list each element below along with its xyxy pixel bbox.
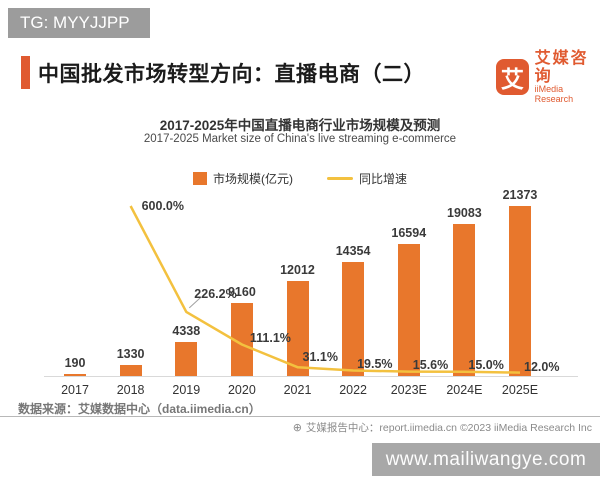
bar-value-2021: 12012 bbox=[280, 262, 315, 277]
logo-name-zh: 艾媒咨询 bbox=[534, 50, 589, 85]
footer-credit-text: 艾媒报告中心：report.iimedia.cn ©2023 iiMedia R… bbox=[305, 422, 592, 434]
bar-value-2023E: 16594 bbox=[391, 226, 427, 240]
growth-label-2021: 31.1% bbox=[302, 350, 338, 365]
iimedia-logo: 艾 艾媒咨询 iiMedia Research bbox=[496, 50, 600, 105]
title-accent-bar bbox=[21, 56, 30, 89]
bar-value-2018: 1330 bbox=[116, 347, 145, 362]
bar-2017 bbox=[64, 374, 86, 376]
x-tick-2021: 2021 bbox=[283, 383, 312, 397]
chart-title: 2017-2025年中国直播电商行业市场规模及预测 bbox=[159, 118, 441, 133]
bar-series-swatch-icon bbox=[192, 172, 207, 185]
growth-label-2025E: 12.0% bbox=[524, 359, 560, 374]
growth-label-2022: 19.5% bbox=[357, 356, 393, 371]
footer-divider bbox=[0, 416, 600, 417]
line-series-swatch-icon bbox=[326, 177, 353, 180]
growth-label-2018: 600.0% bbox=[141, 199, 184, 213]
bar-2025E bbox=[509, 206, 531, 376]
telegram-watermark-badge: TG: MYYJJPP bbox=[8, 8, 150, 38]
legend-label-growth-rate: 同比增速 bbox=[358, 172, 407, 186]
chart-subtitle: 2017-2025 Market size of China's live st… bbox=[143, 133, 457, 145]
x-tick-2025E: 2025E bbox=[501, 383, 539, 397]
bar-value-2024E: 19083 bbox=[447, 206, 482, 221]
bar-value-2019: 4338 bbox=[172, 323, 201, 338]
chart-legend: 市场规模(亿元) 同比增速 bbox=[0, 170, 600, 187]
bar-2023E bbox=[397, 244, 420, 376]
site-watermark-text: www.mailiwangye.com bbox=[385, 448, 587, 470]
iimedia-logo-icon: 艾 bbox=[496, 59, 529, 96]
legend-item-market-size: 市场规模(亿元) bbox=[192, 170, 293, 187]
x-axis-line bbox=[44, 376, 578, 377]
bar-2019 bbox=[175, 341, 198, 376]
x-tick-2024E: 2024E bbox=[446, 383, 483, 397]
bar-2024E bbox=[453, 224, 476, 376]
x-tick-2018: 2018 bbox=[116, 383, 145, 397]
bar-value-2022: 14354 bbox=[335, 243, 371, 258]
legend-label-market-size: 市场规模(亿元) bbox=[212, 172, 293, 186]
bar-2018 bbox=[119, 365, 142, 376]
growth-label-2023E: 15.6% bbox=[412, 357, 449, 372]
site-watermark-bar: www.mailiwangye.com bbox=[372, 443, 600, 476]
logo-name-en: iiMedia Research bbox=[534, 84, 574, 105]
growth-label-2024E: 15.0% bbox=[468, 357, 504, 372]
growth-label-2019: 226.2% bbox=[194, 286, 237, 301]
legend-item-growth-rate: 同比增速 bbox=[326, 170, 407, 187]
telegram-watermark-text: TG: MYYJJPP bbox=[20, 13, 130, 32]
x-tick-2017: 2017 bbox=[61, 383, 89, 397]
growth-label-2020: 111.1% bbox=[249, 330, 291, 345]
x-tick-2020: 2020 bbox=[227, 383, 256, 397]
iimedia-mark-icon: ⊕ bbox=[292, 422, 302, 434]
bar-value-2025E: 21373 bbox=[502, 188, 538, 202]
footer-credit: ⊕ 艾媒报告中心：report.iimedia.cn ©2023 iiMedia… bbox=[293, 420, 592, 435]
page-title: 中国批发市场转型方向：直播电商（二） bbox=[38, 63, 425, 86]
data-source-note: 数据来源：艾媒数据中心（data.iimedia.cn） bbox=[18, 402, 261, 416]
x-tick-2023E: 2023E bbox=[390, 383, 427, 397]
bar-value-2017: 190 bbox=[64, 356, 86, 370]
x-tick-2022: 2022 bbox=[339, 383, 367, 397]
x-tick-2019: 2019 bbox=[172, 383, 201, 397]
